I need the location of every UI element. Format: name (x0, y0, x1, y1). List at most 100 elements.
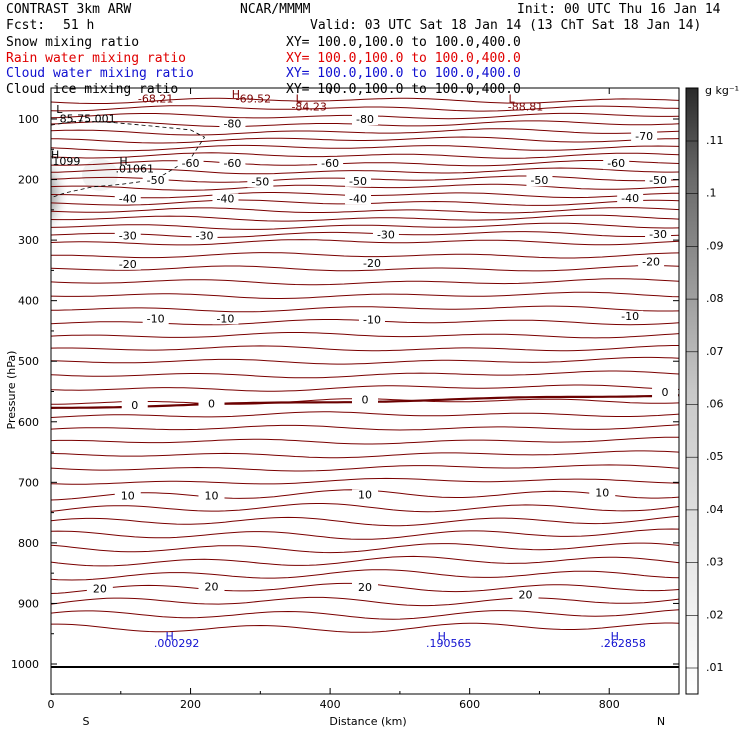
contour-label-bg (631, 130, 658, 142)
contour-label-bg (247, 176, 274, 188)
colorbar-tick-label: .09 (706, 239, 724, 252)
colorbar-tick-label: .07 (706, 345, 724, 358)
extrema-label: .01061 (115, 162, 154, 175)
x-end-left: S (83, 715, 90, 728)
contour-label-bg (191, 230, 218, 242)
contour-label-bg (652, 387, 679, 399)
contour-label: -50 (530, 174, 548, 187)
contour-label: -50 (349, 175, 367, 188)
temperature-contour-line (51, 252, 679, 259)
temperature-contour-line (51, 477, 679, 485)
snow-contour-path (51, 120, 206, 199)
y-tick-label: 400 (18, 295, 39, 308)
temperature-contour-line (51, 609, 679, 620)
contour-label: -80 (356, 113, 374, 126)
contour-label: -30 (377, 229, 395, 242)
contour-label-bg (345, 175, 372, 187)
contour-label-bg (317, 158, 344, 170)
temperature-contour-line (51, 167, 679, 175)
temperature-contour-line (51, 464, 679, 472)
contour-label: -50 (649, 174, 667, 187)
contour-label-bg (212, 313, 239, 325)
contour-label: -10 (216, 312, 234, 325)
temperature-contour-line (51, 436, 679, 445)
contour-label-bg (114, 258, 141, 270)
y-tick-label: 800 (18, 537, 39, 550)
temperature-contour-line (51, 305, 679, 313)
contour-label-bg (198, 490, 225, 502)
colorbar-tick-label: .05 (706, 450, 724, 463)
contour-label-bg (114, 193, 141, 205)
snow-contour (51, 120, 206, 199)
legend-cloudwater-name: Cloud water mixing ratio (6, 66, 194, 81)
contour-label: 0 (362, 393, 369, 406)
contour-label: -50 (251, 175, 269, 188)
contour-label-bg (352, 114, 378, 126)
y-tick-label: 600 (18, 416, 39, 429)
y-tick-label: 700 (18, 476, 39, 489)
contour-label-bg (352, 489, 378, 501)
temperature-contour-line (51, 424, 679, 431)
contour-label-bg (142, 175, 169, 187)
contour-label-bg (617, 192, 644, 204)
temperature-contour-line (51, 291, 679, 299)
temperature-contour-line (51, 555, 679, 567)
contour-label: -30 (649, 228, 667, 241)
contour-label: 20 (204, 581, 218, 594)
y-tick-label: 900 (18, 597, 39, 610)
temperature-contour-line (51, 231, 679, 238)
x-tick-label: 800 (599, 698, 620, 711)
contour-label-bg (526, 175, 553, 187)
legend-rain-xy: XY= 100.0,100.0 to 100.0,400.0 (286, 51, 521, 66)
temperature-contour-line (51, 128, 679, 136)
organization: NCAR/MMMM (240, 2, 311, 17)
contour-label: 20 (93, 582, 107, 595)
extrema-label: -69.52 (236, 93, 271, 106)
contour-label: 10 (595, 487, 609, 500)
contour-label: 10 (204, 490, 218, 503)
colorbar-unit: g kg⁻¹ (705, 84, 739, 97)
temperature-contour-line (51, 411, 679, 418)
contour-label-bg (219, 158, 246, 170)
extrema-label: L (508, 93, 515, 106)
extrema-label: L (296, 93, 303, 106)
contour-label-bg (86, 583, 113, 595)
contour-label-bg (345, 193, 372, 205)
contour-label: -10 (621, 310, 639, 323)
temperature-contour-line (51, 160, 679, 167)
contour-label-bg (372, 229, 399, 241)
colorbar-tick-label: .08 (706, 292, 724, 305)
y-tick-label: 300 (18, 234, 39, 247)
temperature-contour-line (51, 214, 679, 222)
colorbar-tick-label: .03 (706, 556, 724, 569)
contour-label: -10 (147, 312, 165, 325)
temperature-contour-line (51, 384, 679, 392)
y-axis-title: Pressure (hPa) (5, 351, 18, 430)
temperature-contour-line (51, 370, 679, 379)
temperature-contour-line (51, 356, 679, 365)
extrema-label: H (438, 630, 446, 643)
contour-label-bg (512, 589, 539, 601)
legend-cloudice-xy: XY= 100.0,100.0 to 100.0,400.0 (286, 82, 521, 97)
contour-label-bg (198, 581, 225, 593)
extrema-label: 1099 (52, 155, 80, 168)
contour-label: -40 (621, 192, 639, 205)
extrema-label: H (51, 148, 59, 161)
temperature-contour-line (51, 450, 679, 459)
valid-time: Valid: 03 UTC Sat 18 Jan 14 (13 ChT Sat … (310, 18, 701, 33)
contour-label-bg (177, 158, 204, 170)
contour-label: -40 (216, 192, 234, 205)
legend-cloudwater-xy: XY= 100.0,100.0 to 100.0,400.0 (286, 66, 521, 81)
x-tick-label: 600 (459, 698, 480, 711)
contour-label: 0 (208, 398, 215, 411)
contour-label: 0 (662, 386, 669, 399)
extrema-label: H (232, 88, 240, 101)
contour-label-bg (645, 175, 672, 187)
x-end-right: N (657, 715, 665, 728)
colorbar-tick-label: .1 (706, 187, 717, 200)
contour-label: -60 (321, 157, 339, 170)
contour-label: 20 (358, 581, 372, 594)
contour-label: 10 (358, 488, 372, 501)
temperature-contour-line (51, 152, 679, 159)
